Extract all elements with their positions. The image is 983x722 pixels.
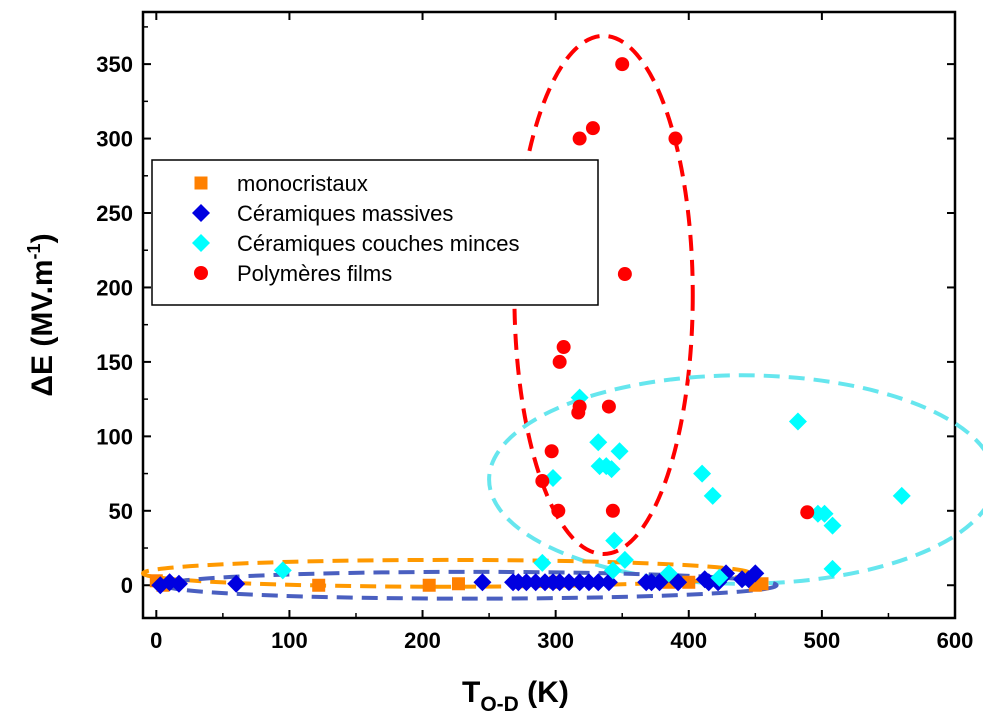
data-point (559, 573, 578, 592)
legend-markers (192, 176, 210, 280)
data-point (746, 564, 765, 583)
data-point (312, 578, 326, 592)
data-point (526, 573, 545, 592)
data-point (579, 573, 598, 592)
data-point (473, 573, 492, 592)
x-tick-label: 100 (271, 628, 308, 653)
data-point (273, 561, 292, 580)
data-points (149, 57, 911, 595)
x-tick-label: 200 (404, 628, 441, 653)
axis-ticks: 0 100 200 300 400 500 600 0 50 100 150 200 250 300 350 (96, 12, 973, 653)
x-tick-label: 300 (537, 628, 574, 653)
x-tick-label: 500 (804, 628, 841, 653)
data-point (615, 550, 634, 569)
data-point (589, 433, 608, 452)
legend-label-monocristaux: monocristaux (237, 171, 368, 196)
legend-marker-2 (192, 234, 210, 252)
y-axis-title-sup: -1 (24, 243, 44, 259)
data-point (823, 559, 842, 578)
data-point (650, 573, 669, 592)
data-point (710, 568, 729, 587)
data-point (603, 561, 622, 580)
data-point (422, 578, 436, 592)
x-axis-title-sub: O-D (480, 693, 519, 716)
annotation-ellipse-1 (487, 373, 983, 586)
legend-box (151, 159, 599, 306)
data-point (169, 574, 188, 593)
data-point (572, 131, 587, 146)
x-tick-label: 0 (150, 628, 162, 653)
y-axis-title-end: ) (26, 233, 59, 243)
data-point (800, 505, 815, 520)
legend: monocristaux Céramiques massives Céramiq… (151, 159, 599, 306)
y-tick-label: 300 (96, 127, 133, 152)
y-tick-label: 50 (109, 499, 133, 524)
legend-label-ceramiques-massives: Céramiques massives (237, 201, 453, 226)
y-tick-label: 250 (96, 201, 133, 226)
data-point (610, 442, 629, 461)
data-point (227, 574, 246, 593)
data-point (617, 267, 632, 282)
data-point (585, 121, 600, 136)
data-point (668, 131, 683, 146)
series-3 (535, 57, 815, 520)
plot-frame (141, 10, 957, 620)
data-point (570, 573, 589, 592)
y-axis-title: ΔE (MV.m-1) (24, 233, 59, 396)
data-point (755, 577, 769, 591)
y-axis-title-main: ΔE (MV.m (26, 259, 59, 396)
data-point (552, 354, 567, 369)
data-point (615, 57, 630, 72)
svg-text:ΔE (MV.m-1): ΔE (MV.m-1) (24, 233, 59, 396)
y-tick-label: 0 (121, 573, 133, 598)
y-tick-label: 200 (96, 275, 133, 300)
data-point (572, 399, 587, 414)
x-tick-label: 600 (937, 628, 974, 653)
data-point (589, 573, 608, 592)
x-tick-label: 400 (670, 628, 707, 653)
data-point (815, 504, 834, 523)
data-point (892, 486, 911, 505)
legend-label-ceramiques-couches-minces: Céramiques couches minces (237, 231, 519, 256)
data-point (551, 503, 566, 518)
y-tick-label: 100 (96, 424, 133, 449)
x-axis-title-main: T (462, 676, 480, 709)
data-point (788, 412, 807, 431)
x-axis-title-unit: (K) (519, 676, 569, 709)
data-point (544, 444, 559, 459)
data-point (669, 573, 688, 592)
svg-text:TO-D (K): TO-D (K) (462, 676, 569, 716)
data-point (602, 460, 621, 479)
legend-marker-3 (194, 266, 208, 280)
y-tick-label: 350 (96, 52, 133, 77)
x-axis-title: TO-D (K) (462, 676, 569, 716)
data-point (823, 516, 842, 535)
data-point (556, 340, 571, 355)
data-point (605, 531, 624, 550)
legend-label-polymeres-films: Polymères films (237, 261, 392, 286)
legend-marker-1 (192, 204, 210, 222)
series-2 (273, 388, 911, 587)
data-point (451, 577, 465, 591)
series-1 (151, 564, 765, 595)
data-point (693, 464, 712, 483)
data-point (659, 564, 678, 583)
data-point (533, 553, 552, 572)
legend-marker-0 (194, 176, 208, 190)
data-point (517, 573, 536, 592)
y-tick-label: 150 (96, 350, 133, 375)
data-point (601, 399, 616, 414)
data-point (550, 573, 569, 592)
data-point (535, 474, 550, 489)
data-point (703, 486, 722, 505)
data-point (682, 575, 696, 589)
data-point (605, 503, 620, 518)
